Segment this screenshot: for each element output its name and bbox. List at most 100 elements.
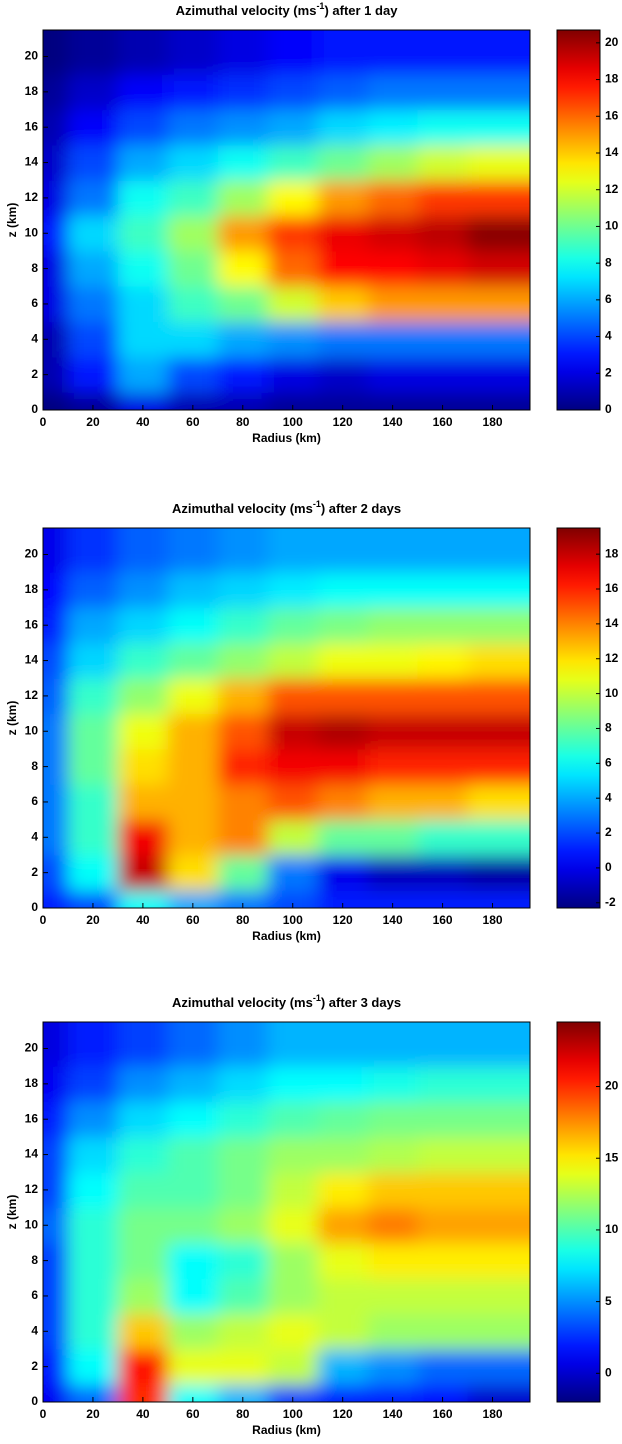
colorbar-tick-label: 10: [605, 219, 619, 233]
field-cell: [317, 572, 369, 609]
field-cell: [417, 1172, 469, 1209]
field-cell: [217, 642, 269, 679]
field-cell: [367, 819, 419, 856]
y-tick-label: 6: [31, 1288, 38, 1302]
field-cell: [467, 1348, 530, 1385]
field-cell: [267, 1101, 319, 1138]
x-tick-label: 80: [236, 913, 250, 927]
field-cell: [417, 1101, 469, 1138]
field-cell: [217, 1022, 269, 1067]
field-cell: [367, 784, 419, 821]
colorbar-tick-label: 15: [605, 1150, 619, 1164]
field-cell: [317, 250, 369, 287]
field: [43, 30, 530, 410]
colorbar: [556, 29, 601, 411]
field-cell: [217, 572, 269, 609]
field-cell: [167, 1101, 219, 1138]
field-cell: [117, 1066, 169, 1103]
field-cell: [217, 144, 269, 181]
field-cell: [367, 1207, 419, 1244]
field-cell: [67, 250, 119, 287]
title-text: ) after 1 day: [324, 3, 398, 18]
field-cell: [467, 250, 530, 287]
field-cell: [67, 30, 119, 75]
field-cell: [317, 321, 369, 358]
title-text: ) after 3 days: [321, 995, 401, 1010]
field-cell: [467, 607, 530, 644]
x-tick-label: 20: [86, 1407, 100, 1421]
field-cell: [117, 215, 169, 252]
plot-frame: [42, 1021, 531, 1403]
colorbar-tick-label: 12: [605, 651, 619, 665]
y-tick-label: 16: [25, 617, 39, 631]
x-axis-label: Radius (km): [252, 1423, 321, 1437]
colorbar-tick-label: 18: [605, 72, 619, 86]
plot-area: [43, 528, 530, 908]
field-cell: [217, 1348, 269, 1385]
y-axis-label: z (km): [5, 1195, 19, 1230]
title-superscript: -1: [316, 1, 324, 11]
title-superscript: -1: [313, 499, 321, 509]
field-cell: [67, 819, 119, 856]
field-cell: [467, 215, 530, 252]
field-cell: [117, 286, 169, 323]
colorbar-tick-label: 16: [605, 108, 619, 122]
field-cell: [467, 1022, 530, 1067]
x-tick-label: 180: [483, 1407, 503, 1421]
x-tick-label: 0: [40, 415, 47, 429]
field-cell: [467, 1101, 530, 1138]
y-tick-label: 10: [25, 1217, 39, 1231]
x-tick-label: 160: [433, 913, 453, 927]
field-cell: [267, 356, 319, 393]
field-cell: [167, 1207, 219, 1244]
field-cell: [267, 286, 319, 323]
field-cell: [67, 1101, 119, 1138]
colorbar-tick-label: 0: [605, 402, 612, 416]
field-cell: [67, 784, 119, 821]
field-cell: [217, 713, 269, 750]
field-cell: [367, 890, 419, 908]
y-tick-label: 14: [25, 653, 39, 667]
colorbar: [556, 1021, 601, 1403]
field-cell: [267, 1313, 319, 1350]
plot-area: [43, 30, 530, 410]
x-tick-label: 160: [433, 415, 453, 429]
field-cell: [467, 30, 530, 75]
field-cell: [117, 1313, 169, 1350]
field-cell: [467, 1172, 530, 1209]
field-cell: [167, 1172, 219, 1209]
field-cell: [317, 1242, 369, 1279]
field-cell: [467, 392, 530, 410]
field-cell: [267, 1136, 319, 1173]
field-cell: [267, 607, 319, 644]
field-cell: [367, 528, 419, 573]
field-cell: [167, 1313, 219, 1350]
field-cell: [267, 890, 319, 908]
field-cell: [167, 713, 219, 750]
field-cell: [167, 748, 219, 785]
colorbar-tick-label: 10: [605, 1222, 619, 1236]
field-cell: [267, 180, 319, 217]
field-cell: [117, 1101, 169, 1138]
field-cell: [467, 1066, 530, 1103]
field-cell: [117, 356, 169, 393]
x-tick-label: 80: [236, 1407, 250, 1421]
field-cell: [117, 1207, 169, 1244]
field-cell: [317, 1348, 369, 1385]
field-cell: [67, 109, 119, 146]
field-cell: [467, 748, 530, 785]
x-axis-label: Radius (km): [252, 929, 321, 943]
field-cell: [367, 356, 419, 393]
y-tick-label: 20: [25, 49, 39, 63]
field-cell: [217, 678, 269, 715]
plot-frame: [42, 29, 531, 411]
field-cell: [217, 854, 269, 891]
field-cell: [117, 250, 169, 287]
y-tick-label: 14: [25, 1147, 39, 1161]
field-cell: [167, 1242, 219, 1279]
field-cell: [167, 74, 219, 111]
field-cell: [67, 748, 119, 785]
field-cell: [167, 109, 219, 146]
colorbar-tick-label: 6: [605, 755, 612, 769]
colorbar-tick-label: 18: [605, 546, 619, 560]
